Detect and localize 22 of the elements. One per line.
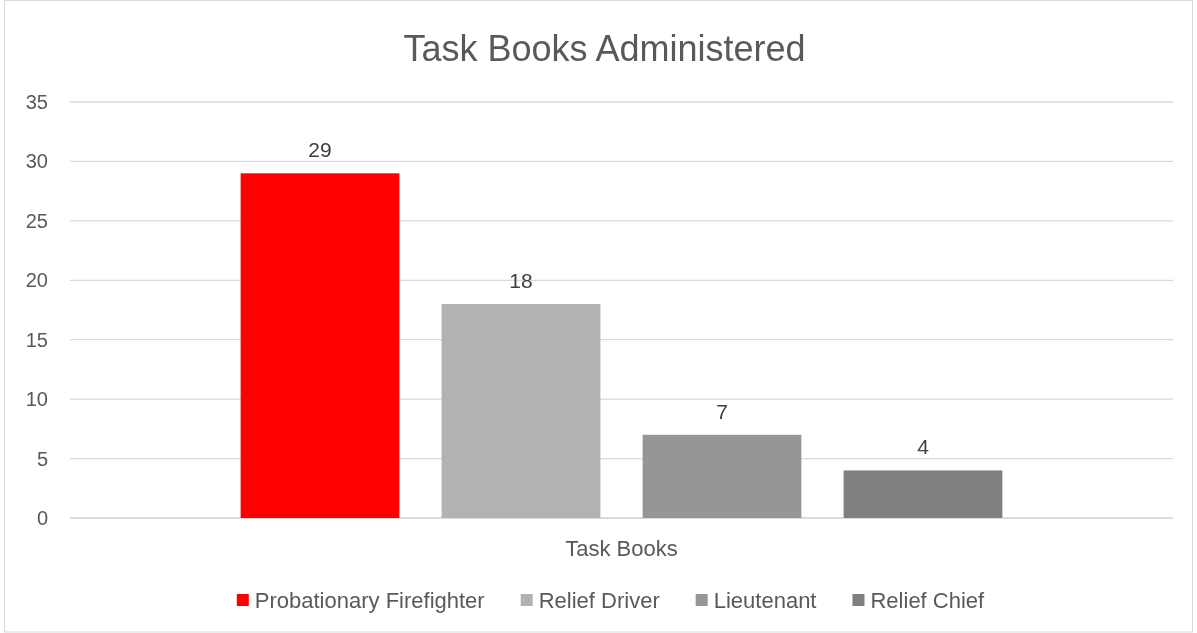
data-label: 4 <box>917 435 930 459</box>
legend-label: Probationary Firefighter <box>254 587 485 613</box>
x-tick-label: Task Books <box>565 535 678 561</box>
y-tick-label: 5 <box>36 447 48 470</box>
y-tick-label: 35 <box>25 91 48 113</box>
y-tick-label: 0 <box>36 507 48 529</box>
y-tick-label: 10 <box>25 388 48 411</box>
bar <box>843 470 1003 518</box>
bar <box>441 304 601 518</box>
bar <box>642 434 802 518</box>
legend-label: Lieutenant <box>713 587 817 613</box>
legend-label: Relief Chief <box>870 587 986 613</box>
data-label: 7 <box>716 399 728 423</box>
data-label: 18 <box>509 269 533 293</box>
data-label: 29 <box>308 138 332 162</box>
legend-label: Relief Driver <box>538 587 660 613</box>
y-tick-label: 20 <box>25 269 48 292</box>
y-tick-label: 25 <box>25 209 48 232</box>
y-tick-label: 30 <box>25 150 48 173</box>
bar <box>240 173 400 518</box>
chart-title: Task Books Administered <box>403 28 806 69</box>
y-tick-label: 15 <box>25 328 48 351</box>
